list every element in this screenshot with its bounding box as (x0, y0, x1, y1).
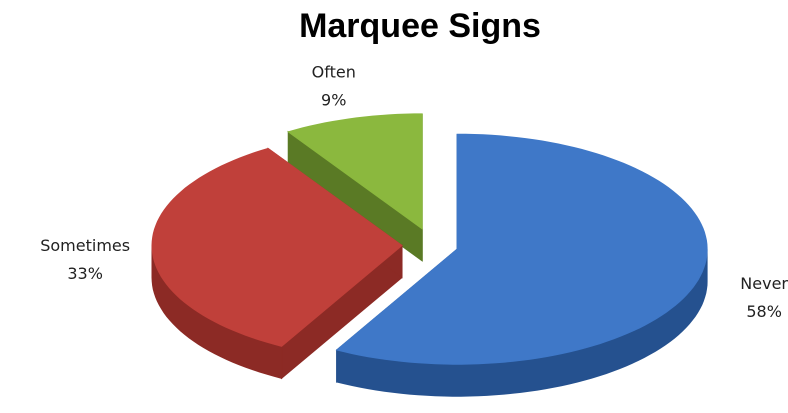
slice-value-label: 9% (321, 90, 346, 109)
slice-label: Never (740, 274, 788, 293)
slice-label: Sometimes (40, 236, 130, 255)
pie-slice (335, 133, 708, 365)
pie-slice (287, 113, 423, 230)
pie-slice (151, 147, 403, 347)
chart-title: Marquee Signs (299, 7, 541, 45)
slice-label: Often (312, 62, 356, 81)
slice-value-label: 33% (67, 264, 103, 283)
slice-value-label: 58% (746, 302, 782, 321)
